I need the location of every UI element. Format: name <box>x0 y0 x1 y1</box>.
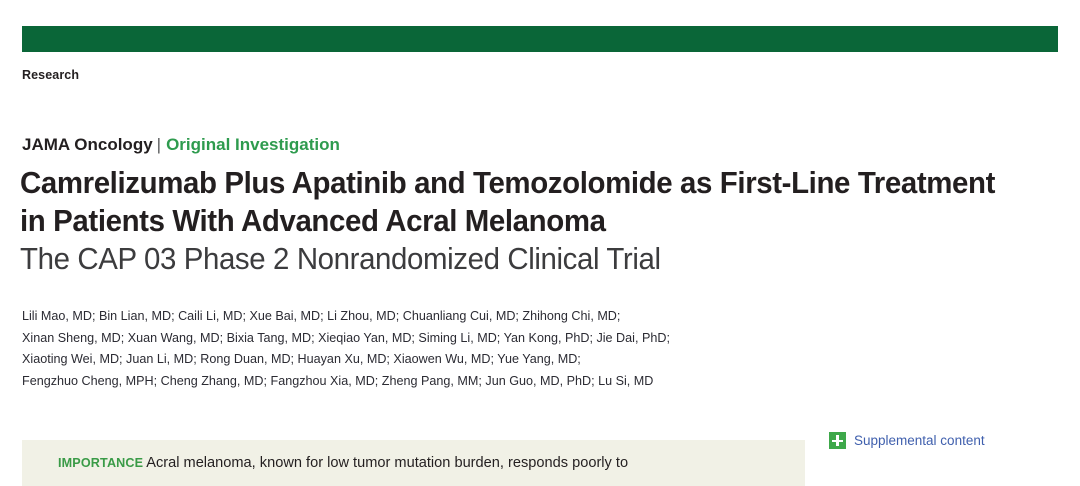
journal-line: JAMA Oncology | Original Investigation <box>22 136 340 153</box>
abstract-panel: IMPORTANCE Acral melanoma, known for low … <box>22 440 805 486</box>
masthead-green-bar <box>22 26 1058 52</box>
abstract-section-text: Acral melanoma, known for low tumor muta… <box>146 455 629 471</box>
author-line: Lili Mao, MD; Bin Lian, MD; Caili Li, MD… <box>22 309 621 323</box>
supplemental-content-link[interactable]: Supplemental content <box>829 432 985 449</box>
article-type: Original Investigation <box>166 135 340 154</box>
section-kicker: Research <box>22 68 80 82</box>
journal-separator: | <box>156 135 162 154</box>
journal-name: JAMA Oncology <box>22 135 153 154</box>
page-title: Camrelizumab Plus Apatinib and Temozolom… <box>20 166 996 238</box>
abstract-section-label: IMPORTANCE <box>58 456 144 470</box>
author-line: Xiaoting Wei, MD; Juan Li, MD; Rong Duan… <box>22 352 581 367</box>
plus-icon <box>829 432 846 449</box>
supplemental-content-label: Supplemental content <box>854 432 985 448</box>
author-line: Fengzhuo Cheng, MPH; Cheng Zhang, MD; Fa… <box>22 373 654 388</box>
page-subtitle: The CAP 03 Phase 2 Nonrandomized Clinica… <box>20 242 661 276</box>
author-line: Xinan Sheng, MD; Xuan Wang, MD; Bixia Ta… <box>22 330 670 345</box>
author-list: Lili Mao, MD; Bin Lian, MD; Caili Li, MD… <box>22 306 852 392</box>
abstract-section-importance: IMPORTANCE Acral melanoma, known for low … <box>58 453 628 474</box>
